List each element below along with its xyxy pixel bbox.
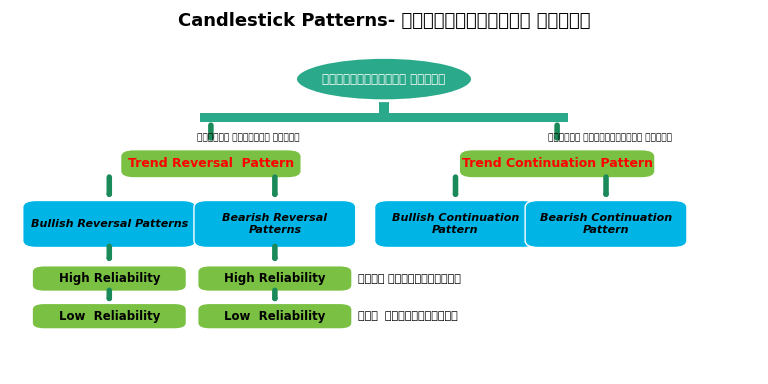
Text: Trend Reversal  Pattern: Trend Reversal Pattern — [127, 157, 294, 170]
Text: Bearish Continuation
Pattern: Bearish Continuation Pattern — [540, 213, 672, 235]
Text: Low  Reliability: Low Reliability — [224, 310, 326, 323]
Text: Candlestick Patterns- केंडलस्टिक्स पॉटनं: Candlestick Patterns- केंडलस्टिक्स पॉटनं — [177, 12, 591, 30]
Bar — [384, 113, 568, 122]
Text: ट्रेंड रिवर्सल पॉटनं: ट्रेंड रिवर्सल पॉटनं — [197, 134, 300, 143]
FancyBboxPatch shape — [32, 303, 187, 329]
FancyBboxPatch shape — [197, 266, 352, 291]
Ellipse shape — [296, 58, 472, 101]
FancyBboxPatch shape — [525, 200, 687, 248]
FancyBboxPatch shape — [23, 200, 196, 248]
Text: केंडलस्टिक्स पॉटनं: केंडलस्टिक्स पॉटनं — [323, 73, 445, 86]
Text: उच्च विश्वसनीयता: उच्च विश्वसनीयता — [358, 273, 461, 283]
FancyBboxPatch shape — [121, 150, 301, 178]
FancyBboxPatch shape — [194, 200, 356, 248]
Text: Trend Continuation Pattern: Trend Continuation Pattern — [462, 157, 653, 170]
Bar — [379, 100, 389, 122]
Text: Bullish Reversal Patterns: Bullish Reversal Patterns — [31, 219, 188, 229]
Text: High Reliability: High Reliability — [58, 272, 160, 285]
Text: कमी  विश्वसनीयता: कमी विश्वसनीयता — [358, 311, 458, 321]
FancyBboxPatch shape — [197, 303, 352, 329]
Text: ट्रेंड कॉन्टीनुएशन पॉटनं: ट्रेंड कॉन्टीनुएशन पॉटनं — [548, 134, 672, 143]
FancyBboxPatch shape — [375, 200, 536, 248]
Bar — [200, 113, 384, 122]
FancyBboxPatch shape — [32, 266, 187, 291]
Text: High Reliability: High Reliability — [224, 272, 326, 285]
Text: Bearish Reversal
Patterns: Bearish Reversal Patterns — [222, 213, 327, 235]
Text: Low  Reliability: Low Reliability — [58, 310, 160, 323]
Text: Bullish Continuation
Pattern: Bullish Continuation Pattern — [392, 213, 519, 235]
FancyBboxPatch shape — [459, 150, 655, 178]
